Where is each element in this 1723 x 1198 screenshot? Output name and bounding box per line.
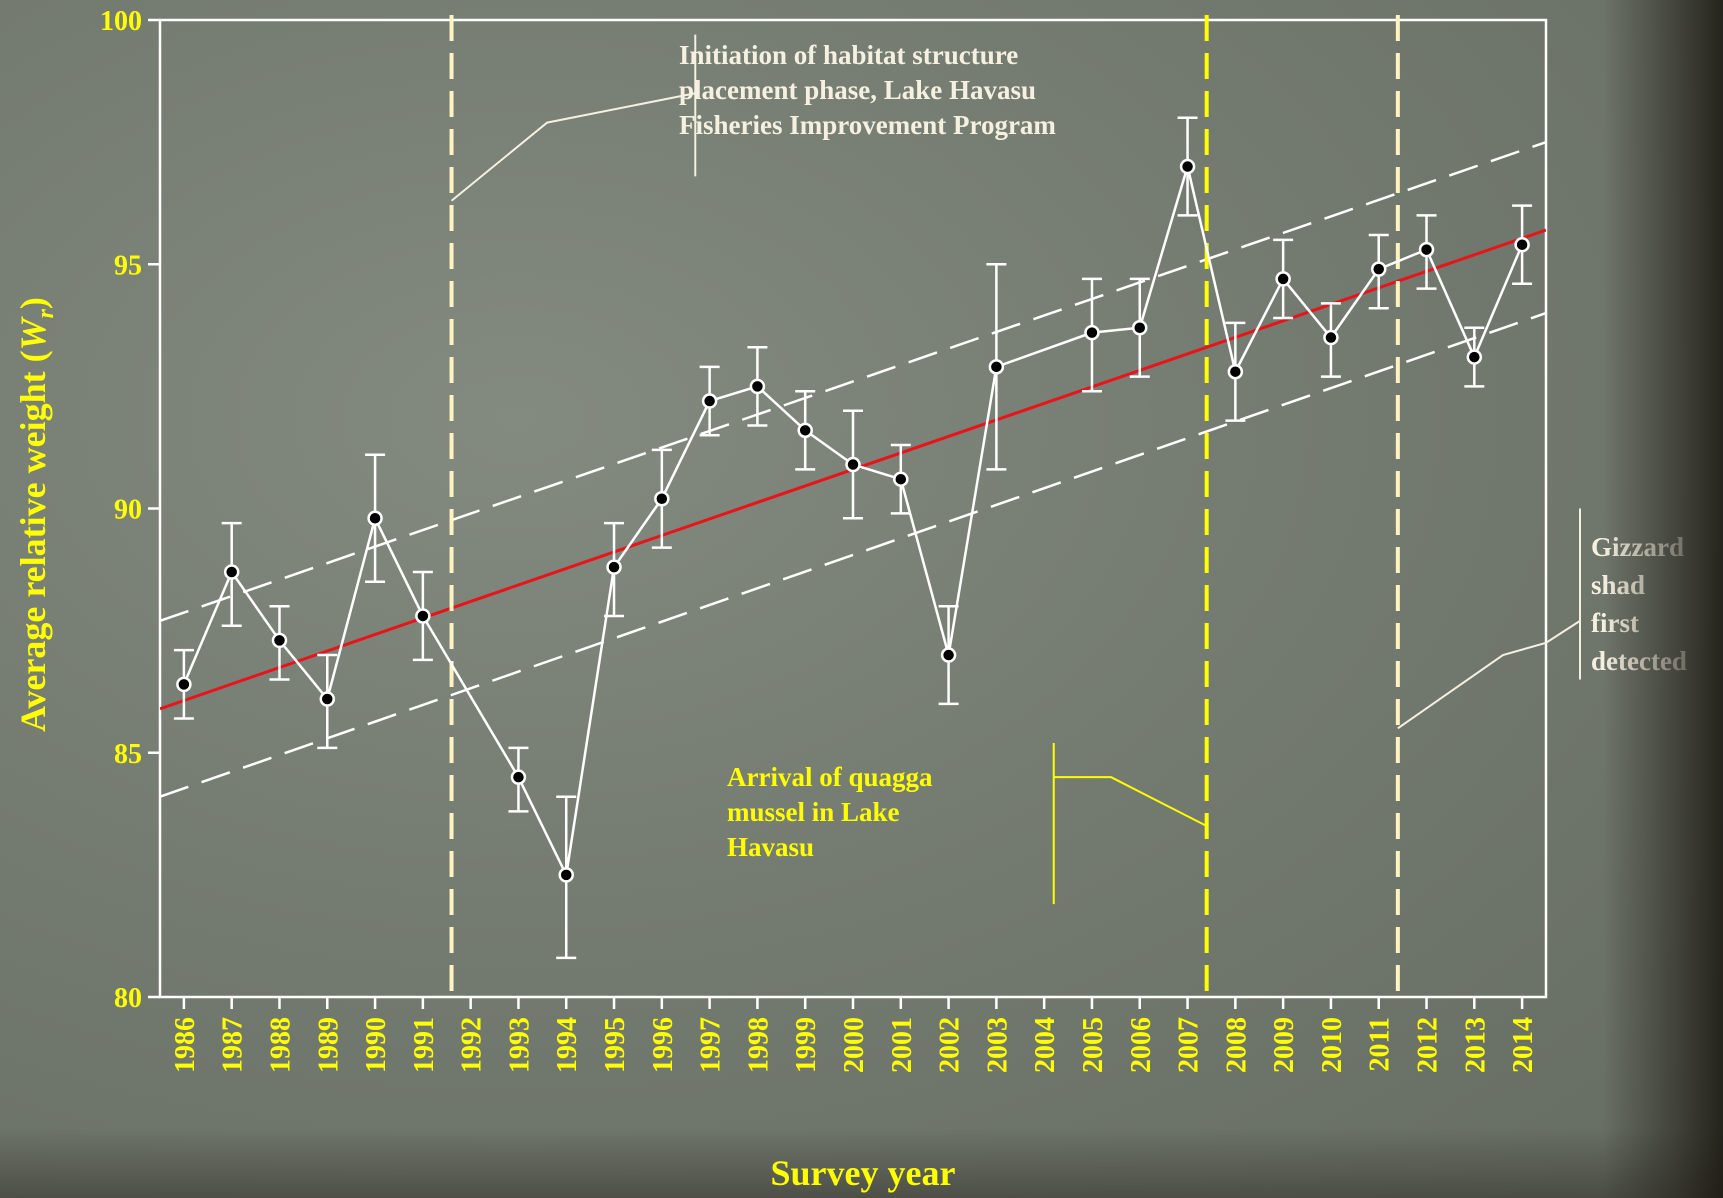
x-tick-label: 2004 xyxy=(1030,1017,1061,1073)
y-axis-title-close: ) xyxy=(13,297,53,309)
data-point xyxy=(367,510,383,527)
gizzard-leader-line xyxy=(1397,620,1581,730)
x-tick-label: 1994 xyxy=(552,1017,583,1073)
data-point xyxy=(797,422,813,439)
quagga-annotation: Arrival of quagga mussel in Lake Havasu xyxy=(727,760,933,865)
x-tick-label: 1999 xyxy=(791,1017,822,1073)
data-point xyxy=(1514,236,1530,253)
y-axis-title-subscript: r xyxy=(33,308,59,318)
data-point xyxy=(176,676,192,693)
x-tick-label: 2009 xyxy=(1269,1017,1300,1073)
x-tick-label: 1996 xyxy=(648,1017,679,1073)
x-tick-label: 1992 xyxy=(457,1017,488,1073)
data-point xyxy=(940,647,957,663)
x-tick-label: 2013 xyxy=(1460,1017,1491,1073)
x-tick-label: 2005 xyxy=(1078,1017,1109,1073)
x-tick-label: 1998 xyxy=(743,1017,774,1073)
gizzard-annotation-line-2: shad xyxy=(1591,570,1646,600)
x-tick-label: 1988 xyxy=(265,1017,296,1073)
habitat-annotation-line-3: Fisheries Improvement Program xyxy=(679,110,1056,140)
x-tick-label: 2011 xyxy=(1365,1017,1396,1071)
habitat-annotation: Initiation of habitat structure placemen… xyxy=(679,38,1056,143)
x-tick-label: 1991 xyxy=(409,1017,440,1073)
data-point xyxy=(654,490,670,507)
y-tick-label: 90 xyxy=(114,495,142,526)
x-axis-title: Survey year xyxy=(771,1153,956,1193)
data-point xyxy=(1418,241,1435,258)
y-axis-title-symbol: W xyxy=(13,315,53,350)
lower-confidence-line xyxy=(160,311,1546,798)
x-tick-label: 1989 xyxy=(313,1017,344,1073)
gizzard-annotation-line-1: Gizzard xyxy=(1591,532,1684,562)
data-point xyxy=(271,632,288,649)
data-point xyxy=(1132,320,1148,336)
x-tick-label: 1997 xyxy=(696,1017,727,1073)
x-tick-label: 1986 xyxy=(170,1017,201,1073)
data-point xyxy=(319,691,336,707)
y-axis-title: Average relative weight (Wr) xyxy=(13,297,59,732)
habitat-annotation-line-1: Initiation of habitat structure xyxy=(679,40,1019,70)
data-point xyxy=(510,769,527,785)
y-tick-label: 100 xyxy=(100,6,142,37)
x-tick-label: 2007 xyxy=(1174,1017,1205,1073)
quagga-leader-line xyxy=(1053,776,1208,827)
data-point xyxy=(558,867,574,883)
y-tick-label: 80 xyxy=(114,983,142,1014)
x-tick-label: 2000 xyxy=(839,1017,870,1073)
quagga-annotation-line-2: mussel in Lake xyxy=(727,797,900,827)
x-tick-label: 1995 xyxy=(600,1017,631,1073)
x-tick-label: 2012 xyxy=(1413,1017,1444,1073)
data-point xyxy=(845,456,861,473)
data-point xyxy=(1323,329,1339,346)
x-tick-label: 1987 xyxy=(218,1017,249,1073)
data-point xyxy=(1227,363,1244,380)
upper-confidence-line xyxy=(160,140,1546,623)
data-point xyxy=(1275,271,1291,287)
data-point xyxy=(1084,324,1100,341)
habitat-leader-line xyxy=(450,92,696,202)
x-tick-label: 2002 xyxy=(935,1017,966,1073)
data-point xyxy=(223,564,240,580)
data-point xyxy=(1179,158,1196,175)
data-point xyxy=(1370,261,1387,277)
x-tick-label: 2001 xyxy=(887,1017,918,1073)
data-point xyxy=(749,378,766,395)
gizzard-annotation: Gizzard shad first detected xyxy=(1591,528,1687,680)
gizzard-annotation-line-3: first xyxy=(1591,608,1639,638)
quagga-annotation-line-1: Arrival of quagga xyxy=(727,762,933,792)
x-tick-label: 2014 xyxy=(1508,1017,1539,1073)
habitat-annotation-line-2: placement phase, Lake Havasu xyxy=(679,75,1037,105)
data-point xyxy=(1466,349,1483,365)
x-tick-label: 2008 xyxy=(1221,1017,1252,1073)
data-point xyxy=(988,359,1005,375)
quagga-annotation-line-3: Havasu xyxy=(727,832,815,862)
gizzard-annotation-line-4: detected xyxy=(1591,646,1687,676)
x-tick-label: 1993 xyxy=(504,1017,535,1073)
data-point xyxy=(415,608,431,624)
data-point xyxy=(893,471,909,487)
y-tick-label: 95 xyxy=(114,250,142,281)
data-point xyxy=(701,393,718,409)
y-axis-title-text: Average relative weight ( xyxy=(13,350,53,732)
x-tick-label: 2003 xyxy=(982,1017,1013,1073)
x-tick-label: 1990 xyxy=(361,1017,392,1073)
y-tick-label: 85 xyxy=(114,739,142,770)
x-tick-label: 2010 xyxy=(1317,1017,1348,1073)
data-point xyxy=(606,559,622,575)
x-tick-label: 2006 xyxy=(1126,1017,1157,1073)
